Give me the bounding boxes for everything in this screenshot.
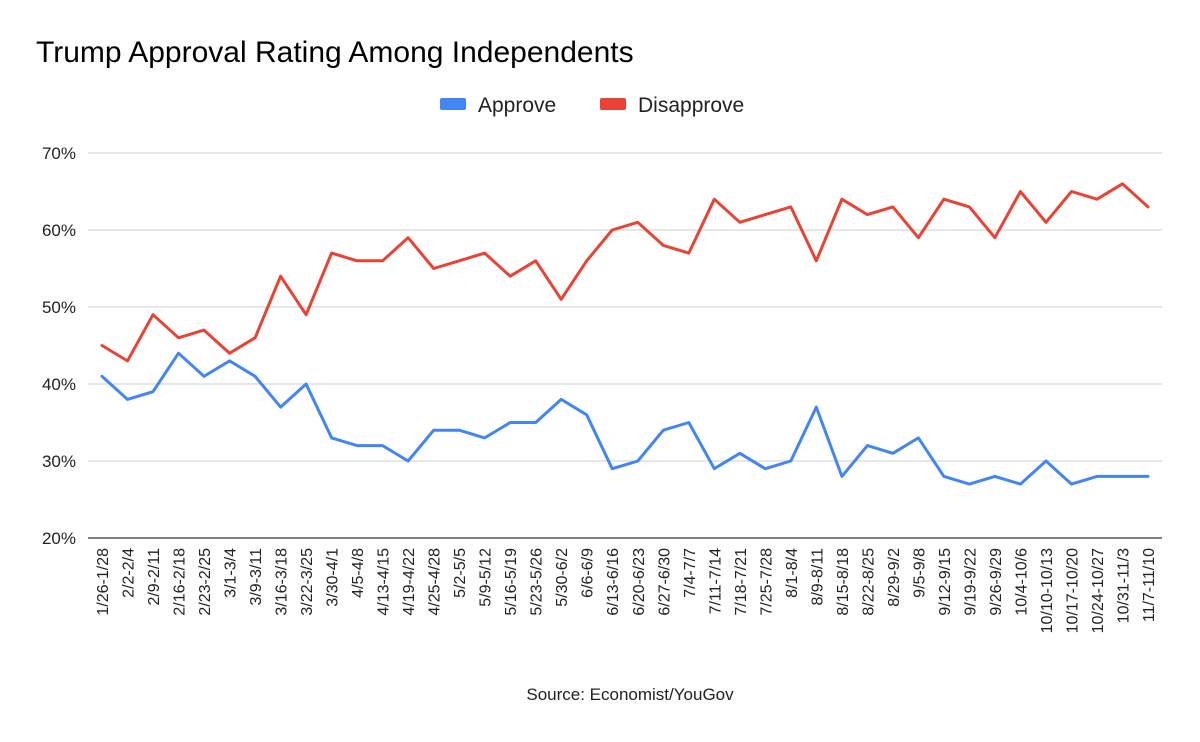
x-tick-label: 4/19-4/22: [401, 548, 418, 616]
x-tick-label: 9/19-9/22: [962, 548, 979, 616]
legend-label-approve: Approve: [478, 94, 556, 117]
y-tick-label: 50%: [42, 298, 76, 317]
x-tick-label: 9/12-9/15: [937, 548, 954, 616]
x-tick-label: 7/4-7/7: [682, 548, 699, 598]
y-tick-label: 40%: [42, 375, 76, 394]
series-line-disapprove: [100, 182, 1150, 363]
x-tick-label: 5/23-5/26: [529, 548, 546, 616]
x-tick-label: 10/24-10/27: [1090, 548, 1107, 634]
x-tick-label: 1/26-1/28: [95, 548, 112, 616]
y-axis-ticks: 20% 30% 40% 50% 60% 70%: [42, 144, 76, 548]
x-tick-label: 9/26-9/29: [988, 548, 1005, 616]
legend: Approve Disapprove: [440, 94, 744, 117]
x-tick-label: 7/11-7/14: [707, 548, 724, 615]
x-tick-label: 2/23-2/25: [197, 548, 214, 616]
x-tick-label: 6/20-6/23: [631, 548, 648, 616]
x-tick-label: 10/17-10/20: [1064, 548, 1081, 634]
x-tick-label: 3/9-3/11: [248, 548, 265, 606]
gridlines: [88, 152, 1162, 462]
x-tick-label: 2/2-2/4: [121, 548, 138, 598]
legend-swatch-approve: [440, 98, 466, 110]
x-tick-label: 10/10-10/13: [1039, 548, 1056, 634]
y-tick-label: 20%: [42, 529, 76, 548]
x-tick-label: 8/15-8/18: [835, 548, 852, 616]
x-tick-label: 11/7-11/10: [1141, 548, 1158, 622]
x-tick-label: 2/16-2/18: [172, 548, 189, 616]
x-axis-ticks: 1/26-1/28 2/2-2/4 2/9-2/11 2/16-2/18 2/23-2/…: [95, 548, 1158, 634]
x-tick-label: 5/2-5/5: [452, 548, 469, 598]
source-note: Source: Economist/YouGov: [526, 685, 734, 704]
x-tick-label: 9/5-9/8: [911, 548, 928, 598]
x-tick-label: 8/22-8/25: [860, 548, 877, 616]
series-lines: [100, 182, 1150, 486]
x-tick-label: 10/4-10/6: [1013, 548, 1030, 616]
series-line-approve: [100, 351, 1150, 486]
x-tick-label: 3/1-3/4: [223, 548, 240, 598]
y-tick-label: 30%: [42, 452, 76, 471]
x-tick-label: 7/18-7/21: [733, 548, 750, 616]
x-tick-label: 5/9-5/12: [478, 548, 495, 607]
legend-label-disapprove: Disapprove: [638, 94, 744, 117]
x-tick-label: 4/5-4/8: [350, 548, 367, 598]
x-tick-label: 4/25-4/28: [427, 548, 444, 616]
x-tick-label: 7/25-7/28: [758, 548, 775, 616]
x-tick-label: 3/22-3/25: [299, 548, 316, 616]
legend-swatch-disapprove: [600, 98, 626, 110]
x-tick-label: 5/16-5/19: [503, 548, 520, 616]
x-tick-label: 6/27-6/30: [656, 548, 673, 616]
x-tick-label: 3/16-3/18: [274, 548, 291, 616]
y-tick-label: 70%: [42, 144, 76, 163]
x-tick-label: 4/13-4/15: [376, 548, 393, 616]
x-tick-label: 6/6-6/9: [580, 548, 597, 598]
x-tick-label: 6/13-6/16: [605, 548, 622, 616]
x-tick-label: 3/30-4/1: [325, 548, 342, 607]
y-tick-label: 60%: [42, 221, 76, 240]
x-tick-label: 2/9-2/11: [146, 548, 163, 606]
x-tick-label: 10/31-11/3: [1115, 548, 1132, 623]
chart-title: Trump Approval Rating Among Independents: [36, 36, 634, 69]
x-tick-label: 8/29-9/2: [886, 548, 903, 607]
x-tick-label: 8/9-8/11: [809, 548, 826, 606]
x-tick-label: 8/1-8/4: [784, 548, 801, 598]
x-tick-label: 5/30-6/2: [554, 548, 571, 607]
